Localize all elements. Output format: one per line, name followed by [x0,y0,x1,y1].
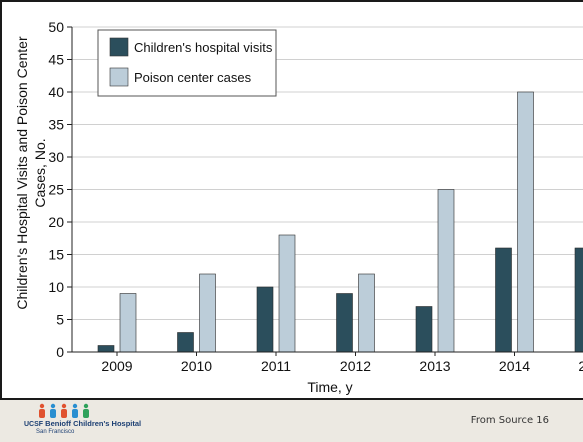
x-tick-label: 2009 [101,358,132,374]
legend: Children's hospital visits Poison center… [97,29,277,97]
y-tick-label: 30 [48,149,64,165]
bar-hospital-visits-2012 [336,293,353,353]
children-figures-icon [39,403,89,418]
bar-poison-center-2010 [199,273,216,353]
bar-chart: 0 5 10 15 20 25 30 35 40 45 50 2009 2010 2011 2012 201… [14,19,583,395]
logo-city: San Francisco [36,429,75,435]
bars [97,91,583,353]
x-tick-label: 2013 [419,358,450,374]
footer-bar: UCSF Benioff Children's Hospital San Fra… [0,400,583,442]
y-tick-label: 5 [56,312,64,328]
y-axis-label-line-1: Children's Hospital Visits and Poison Ce… [14,36,30,310]
legend-swatch-poison-center [109,67,129,87]
bar-hospital-visits-2011 [256,286,274,353]
y-tick-label: 50 [48,19,64,35]
legend-label-poison-center: Poison center cases [134,70,252,85]
bar-poison-center-2014 [517,91,534,353]
x-tick-label: 2011 [261,358,291,374]
bar-hospital-visits-2015 [574,247,583,353]
x-axis-ticks: 2009 2010 2011 2012 2013 2014 2015 [101,352,583,374]
logo-text: UCSF Benioff Children's Hospital [24,419,141,428]
y-tick-label: 0 [56,344,64,360]
bar-hospital-visits-2010 [177,332,194,353]
y-tick-label: 35 [48,117,64,133]
bar-poison-center-2013 [437,189,455,353]
bar-poison-center-2012 [358,273,375,353]
logo-hospital-name: Benioff Children's Hospital [45,419,142,428]
y-axis-ticks: 0 5 10 15 20 25 30 35 40 45 50 [48,19,72,360]
y-tick-label: 40 [48,84,64,100]
x-tick-label: 2014 [499,358,530,374]
x-tick-label: 2012 [340,358,371,374]
logo-ucsf-text: UCSF [24,421,44,428]
y-tick-label: 25 [48,182,64,198]
y-tick-label: 10 [48,279,64,295]
legend-label-hospital-visits: Children's hospital visits [134,40,273,55]
ucsf-benioff-logo: UCSF Benioff Children's Hospital San Fra… [16,403,146,439]
legend-swatch-hospital-visits [109,37,129,57]
y-tick-label: 15 [48,247,64,263]
x-tick-label: 2010 [181,358,212,374]
bar-poison-center-2011 [278,234,296,353]
y-axis-label-line-2: Cases, No. [32,138,48,207]
x-axis-label: Time, y [307,379,352,395]
bar-hospital-visits-2009 [97,345,115,353]
source-note: From Source 16 [470,415,549,426]
x-tick-label: 2015 [578,358,583,374]
bar-poison-center-2009 [119,293,137,353]
bar-hospital-visits-2013 [415,306,433,353]
y-tick-label: 45 [48,52,64,68]
y-tick-label: 20 [48,214,64,230]
bar-hospital-visits-2014 [495,247,512,353]
